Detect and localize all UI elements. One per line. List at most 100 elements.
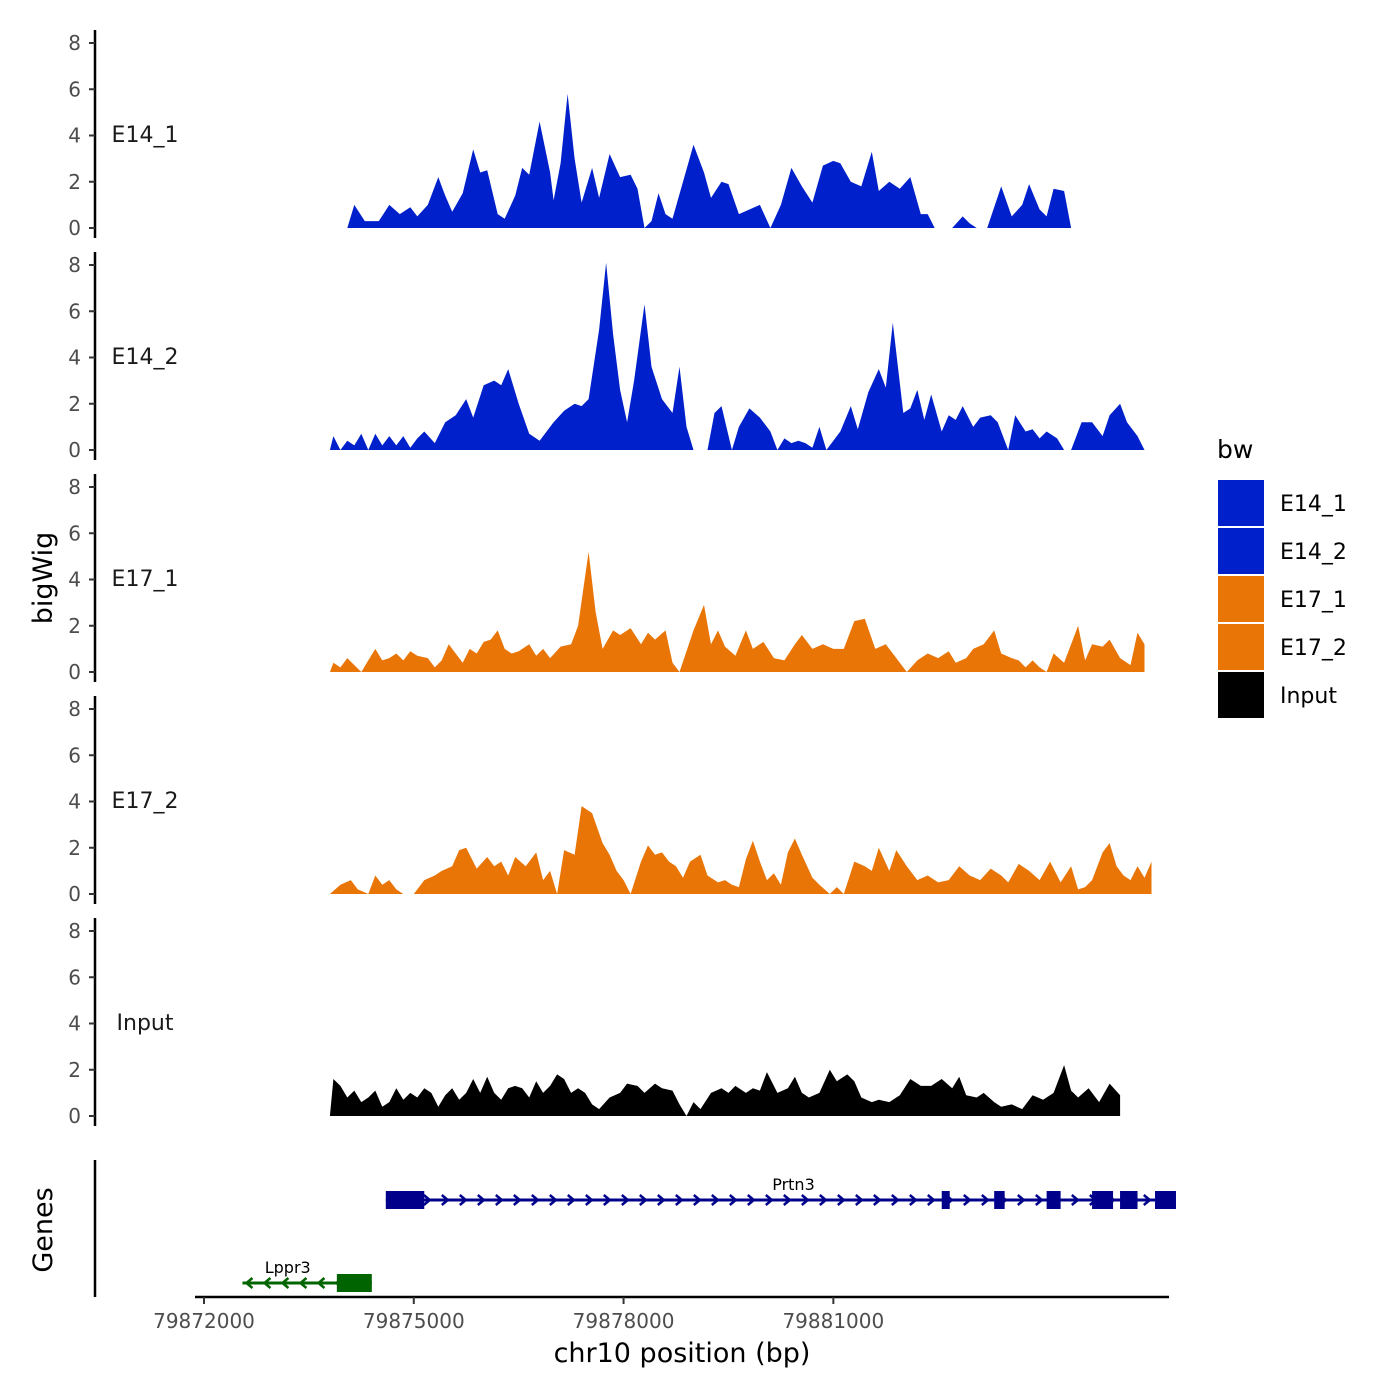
exon-block (1092, 1191, 1114, 1209)
y-tick-label: 6 (68, 299, 81, 323)
strand-chevron (675, 1194, 684, 1206)
y-tick-label: 0 (68, 882, 81, 906)
strand-chevron (837, 1194, 846, 1206)
strand-chevron (316, 1277, 326, 1289)
track-e14-1: 0 2 4 6 8 E14_1 (68, 30, 1072, 240)
track-e17-1: 0 2 4 6 8 E17_1 (68, 474, 1145, 684)
exon-block (1155, 1191, 1176, 1209)
track-name-label: Input (117, 1011, 174, 1036)
genes-axis-title: Genes (28, 1187, 59, 1272)
gene-name-label: Prtn3 (772, 1175, 815, 1194)
y-tick-label: 8 (68, 31, 81, 55)
signal-area-e17-1 (329, 551, 1145, 672)
x-tick-label: 79881000 (782, 1309, 884, 1333)
track-e14-2: 0 2 4 6 8 E14_2 (68, 252, 1145, 462)
legend-swatch (1218, 480, 1264, 526)
y-tick-label: 2 (68, 392, 81, 416)
strand-chevron (963, 1194, 972, 1206)
y-tick-label: 0 (68, 660, 81, 684)
legend-label: Input (1280, 684, 1337, 709)
strand-chevron (873, 1194, 882, 1206)
exon-block (994, 1191, 1005, 1209)
y-tick-label: 8 (68, 253, 81, 277)
y-axis-title: bigWig (28, 532, 59, 625)
strand-chevron (495, 1194, 504, 1206)
strand-chevron (819, 1194, 828, 1206)
strand-chevron (711, 1194, 720, 1206)
exon-block (941, 1191, 950, 1209)
strand-chevron (621, 1194, 630, 1206)
y-tick-label: 4 (68, 568, 81, 592)
legend-label: E17_1 (1280, 588, 1347, 613)
strand-chevron (927, 1194, 936, 1206)
signal-tracks: 0 2 4 6 8 E14_1 0 2 4 6 8 E14_2 0 2 4 6 8 E17_1 0 2 4 6 8 E17_2… (68, 30, 1152, 1128)
y-tick-label: 8 (68, 919, 81, 943)
strand-chevron (981, 1194, 990, 1206)
strand-chevron (585, 1194, 594, 1206)
x-tick-label: 79872000 (153, 1309, 255, 1333)
strand-chevron (1017, 1194, 1026, 1206)
y-tick-label: 4 (68, 790, 81, 814)
strand-chevron (783, 1194, 792, 1206)
track-name-label: E17_2 (112, 789, 179, 814)
strand-chevron (477, 1194, 486, 1206)
y-tick-label: 6 (68, 77, 81, 101)
y-tick-label: 6 (68, 743, 81, 767)
y-tick-label: 4 (68, 346, 81, 370)
strand-chevron (1143, 1194, 1152, 1206)
strand-chevron (441, 1194, 450, 1206)
exon-block (1046, 1191, 1061, 1209)
strand-chevron (891, 1194, 900, 1206)
strand-chevron (909, 1194, 918, 1206)
strand-chevron (567, 1194, 576, 1206)
y-tick-label: 2 (68, 836, 81, 860)
legend-label: E14_1 (1280, 492, 1347, 517)
legend-label: E14_2 (1280, 540, 1347, 565)
strand-chevron (244, 1277, 254, 1289)
y-tick-label: 8 (68, 475, 81, 499)
legend-swatch (1218, 624, 1264, 670)
exon-block (385, 1191, 425, 1209)
gene-lppr3: Lppr3 (242, 1258, 372, 1292)
strand-chevron (423, 1194, 432, 1206)
signal-area-input (329, 1065, 1121, 1116)
signal-area-e14-2 (329, 262, 1145, 450)
gene-prtn3: Prtn3 (385, 1175, 1176, 1209)
y-tick-label: 8 (68, 697, 81, 721)
exon-block (336, 1274, 372, 1292)
gene-name-label: Lppr3 (265, 1258, 311, 1277)
y-tick-label: 0 (68, 438, 81, 462)
strand-chevron (513, 1194, 522, 1206)
strand-chevron (280, 1277, 290, 1289)
x-axis-title: chr10 position (bp) (554, 1338, 811, 1369)
x-tick-label: 79875000 (363, 1309, 465, 1333)
legend-label: E17_2 (1280, 636, 1347, 661)
legend-swatch (1218, 576, 1264, 622)
signal-area-e17-2 (329, 806, 1152, 894)
track-name-label: E14_1 (112, 123, 179, 148)
track-name-label: E17_1 (112, 567, 179, 592)
strand-chevron (459, 1194, 468, 1206)
strand-chevron (1071, 1194, 1080, 1206)
strand-chevron (693, 1194, 702, 1206)
y-tick-label: 4 (68, 1012, 81, 1036)
y-tick-label: 0 (68, 216, 81, 240)
signal-area-e14-1 (347, 93, 1072, 229)
track-input: 0 2 4 6 8 Input (68, 918, 1121, 1128)
genes-track: Prtn3 Lppr3 (93, 1160, 1176, 1297)
strand-chevron (1035, 1194, 1044, 1206)
strand-chevron (765, 1194, 774, 1206)
x-tick-label: 79878000 (573, 1309, 675, 1333)
strand-chevron (603, 1194, 612, 1206)
legend-swatch (1218, 528, 1264, 574)
strand-chevron (657, 1194, 666, 1206)
strand-chevron (855, 1194, 864, 1206)
y-tick-label: 2 (68, 170, 81, 194)
y-tick-label: 4 (68, 124, 81, 148)
legend-swatch (1218, 672, 1264, 718)
x-axis: 79872000 79875000 79878000 79881000 (153, 1295, 1169, 1333)
strand-chevron (639, 1194, 648, 1206)
y-tick-label: 0 (68, 1104, 81, 1128)
y-tick-label: 2 (68, 614, 81, 638)
